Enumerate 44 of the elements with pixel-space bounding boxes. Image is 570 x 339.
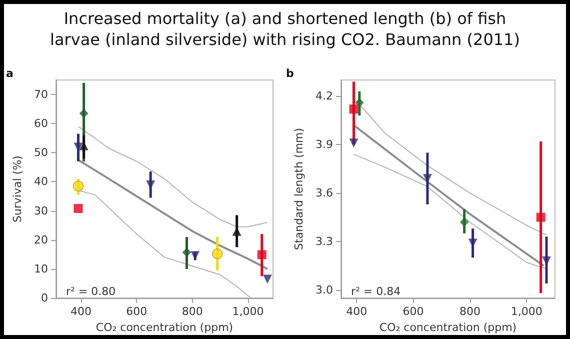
x-tick-label: 600 <box>126 305 148 318</box>
point <box>212 248 223 260</box>
x-tick-label: 400 <box>346 305 368 318</box>
point <box>349 104 358 114</box>
x-tick-label: 800 <box>182 305 203 318</box>
point <box>257 250 266 260</box>
y-axis-title: Survival (%) <box>11 156 24 222</box>
annotation: r² = 0.84 <box>351 285 401 298</box>
text: b <box>286 67 294 80</box>
text: a <box>6 67 14 80</box>
line-series <box>353 154 547 270</box>
annotation: r² = 0.80 <box>66 285 116 298</box>
x-tick-label: 800 <box>459 305 480 318</box>
y-tick-label: 60 <box>34 117 48 130</box>
y-tick-label: 40 <box>34 175 48 188</box>
y-tick-label: 70 <box>34 88 48 102</box>
point <box>79 108 88 118</box>
y-tick-label: 3.0 <box>316 283 333 296</box>
point <box>349 138 358 148</box>
x-tick-label: 1,000 <box>510 305 542 318</box>
point <box>262 274 272 284</box>
y-tick-label: 10 <box>34 262 48 276</box>
y-tick-label: 20 <box>34 233 48 246</box>
y-axis-title: Standard length (mm) <box>292 128 306 250</box>
y-tick-label: 0 <box>41 292 48 304</box>
y-tick-label: 3.3 <box>316 234 333 248</box>
y-tick-label: 3.9 <box>316 138 333 152</box>
point <box>354 98 364 108</box>
point <box>536 212 546 222</box>
y-tick-label: 4.2 <box>316 90 333 103</box>
x-axis-title: CO₂ concentration (ppm) <box>96 320 234 334</box>
point <box>72 180 84 192</box>
x-tick-label: 1,000 <box>232 305 264 318</box>
y-tick-label: 3.6 <box>316 186 333 200</box>
line-series <box>352 124 545 267</box>
y-tick-label: 30 <box>34 204 48 218</box>
x-tick-label: 400 <box>70 305 92 318</box>
x-axis-title: CO₂ concentration (ppm) <box>379 320 517 334</box>
y-tick-label: 50 <box>34 146 48 160</box>
point <box>74 204 83 213</box>
chart-title: Increased mortality (a) and shortened length (b) of fish larvae (inland silverside) with rising CO2. Baumann (2011) <box>49 8 521 50</box>
line-series <box>77 158 268 270</box>
x-tick-label: 600 <box>402 305 424 318</box>
line-series <box>78 126 268 228</box>
